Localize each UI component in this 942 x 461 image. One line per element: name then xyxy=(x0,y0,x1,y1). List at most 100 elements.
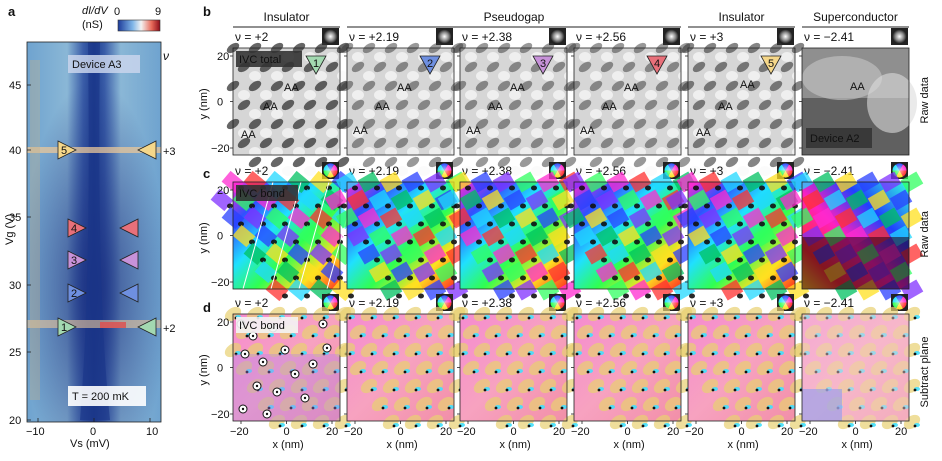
moire-bright-spot xyxy=(352,52,364,62)
phase-vortex xyxy=(744,334,748,338)
y-tick-label: −20 xyxy=(211,143,230,155)
phase-vortex xyxy=(656,203,662,209)
moire-bright-spot xyxy=(693,128,705,138)
phase-patch xyxy=(357,207,381,229)
phase-vortex xyxy=(652,334,656,338)
phase-vortex xyxy=(869,388,873,392)
phase-vortex xyxy=(494,406,498,410)
moire-bright-spot xyxy=(487,166,499,176)
phase-patch xyxy=(606,279,630,301)
phase-vortex xyxy=(667,185,673,191)
moire-dark-spot xyxy=(428,80,442,92)
moire-dark-spot xyxy=(351,99,365,111)
moire-bright-spot xyxy=(429,71,441,81)
left-marker-number: 5 xyxy=(61,145,67,157)
phase-vortex xyxy=(527,424,531,428)
filling-factor-label: ν = +2.38 xyxy=(462,164,512,178)
moire-bright-spot xyxy=(260,166,272,176)
map-label: IVC bond xyxy=(239,320,285,332)
moire-bright-spot xyxy=(542,147,554,157)
phase-patch xyxy=(379,243,403,265)
phase-patch xyxy=(639,225,663,247)
phase-vortex xyxy=(407,239,413,245)
phase-vortex xyxy=(575,293,581,299)
row-letter-c: c xyxy=(203,166,210,181)
map-cell-row3-col3: ν = +2.38 −20 0 20 x (nm) xyxy=(451,294,579,451)
phase-vortex xyxy=(858,334,862,338)
moire-bright-spot xyxy=(601,166,613,176)
phase-patch xyxy=(584,243,608,265)
moire-dark-spot xyxy=(439,99,453,111)
moire-bright-spot xyxy=(601,52,613,62)
moire-dark-spot xyxy=(622,137,636,149)
moire-bright-spot xyxy=(326,128,338,138)
phase-patch xyxy=(536,207,560,229)
phase-vortex xyxy=(531,185,537,191)
phase-vortex xyxy=(440,185,446,191)
map-image xyxy=(565,306,693,430)
phase-patch xyxy=(845,189,869,211)
x-tick-label: −20 xyxy=(230,426,249,438)
moire-dark-spot xyxy=(406,118,420,130)
moire-bright-spot xyxy=(293,71,305,81)
moire-dark-spot xyxy=(351,61,365,73)
map-image xyxy=(451,306,579,430)
moire-dark-spot xyxy=(644,137,658,149)
phase-vortex xyxy=(674,370,678,374)
moire-bright-spot xyxy=(465,90,477,100)
map-cell-row1-col1: ν = +2 1 AA AA AA IVC total 20 0 −20 y (nm) xyxy=(198,28,360,176)
moire-bright-spot xyxy=(476,109,488,119)
phase-vortex xyxy=(326,257,332,263)
moire-dark-spot xyxy=(248,80,262,92)
moire-dark-spot xyxy=(611,156,625,168)
moire-dark-spot xyxy=(325,137,339,149)
row-letter-d: d xyxy=(203,300,211,315)
phase-vortex xyxy=(744,370,748,374)
phase-vortex xyxy=(476,203,482,209)
phase-vortex xyxy=(781,221,787,227)
x-axis-label: x (nm) xyxy=(273,439,304,451)
phase-patch xyxy=(595,189,619,211)
phase-vortex xyxy=(869,424,873,428)
moire-bright-spot xyxy=(238,128,250,138)
moire-bright-spot xyxy=(407,147,419,157)
phase-patch xyxy=(900,171,924,193)
phase-vortex xyxy=(630,334,634,338)
moire-bright-spot xyxy=(429,109,441,119)
aa-stacking-label: AA xyxy=(488,101,503,113)
phase-vortex xyxy=(737,293,743,299)
phase-vortex xyxy=(652,406,656,410)
phase-patch xyxy=(481,225,505,247)
left-marker-number: 1 xyxy=(61,322,67,334)
phase-patch xyxy=(764,279,788,301)
phase-vortex xyxy=(634,239,640,245)
right-marker-triangle xyxy=(119,250,139,270)
phase-vortex xyxy=(425,370,429,374)
phase-patch xyxy=(698,207,722,229)
panel-a-letter: a xyxy=(8,4,16,19)
phase-vortex xyxy=(531,221,537,227)
phase-vortex xyxy=(913,424,917,428)
moire-bright-spot xyxy=(282,90,294,100)
moire-dark-spot xyxy=(769,118,783,130)
moire-dark-spot xyxy=(439,61,453,73)
phase-vortex xyxy=(711,388,715,392)
phase-vortex xyxy=(392,352,396,356)
moire-bright-spot xyxy=(249,109,261,119)
phase-vortex xyxy=(436,316,440,320)
phase-vortex xyxy=(267,334,271,338)
map-shading xyxy=(802,389,842,421)
phase-vortex xyxy=(726,239,732,245)
phase-vortex xyxy=(436,352,440,356)
phase-vortex xyxy=(359,334,363,338)
panel-a-ylabel: Vg (V) xyxy=(4,214,16,245)
moire-bright-spot xyxy=(645,128,657,138)
phase-vortex xyxy=(630,406,634,410)
moire-bright-spot xyxy=(509,52,521,62)
moire-bright-spot xyxy=(623,128,635,138)
phase-vortex xyxy=(590,239,596,245)
moire-dark-spot xyxy=(259,99,273,111)
moire-bright-spot xyxy=(293,147,305,157)
phase-patch xyxy=(368,225,392,247)
phase-vortex xyxy=(913,316,917,320)
